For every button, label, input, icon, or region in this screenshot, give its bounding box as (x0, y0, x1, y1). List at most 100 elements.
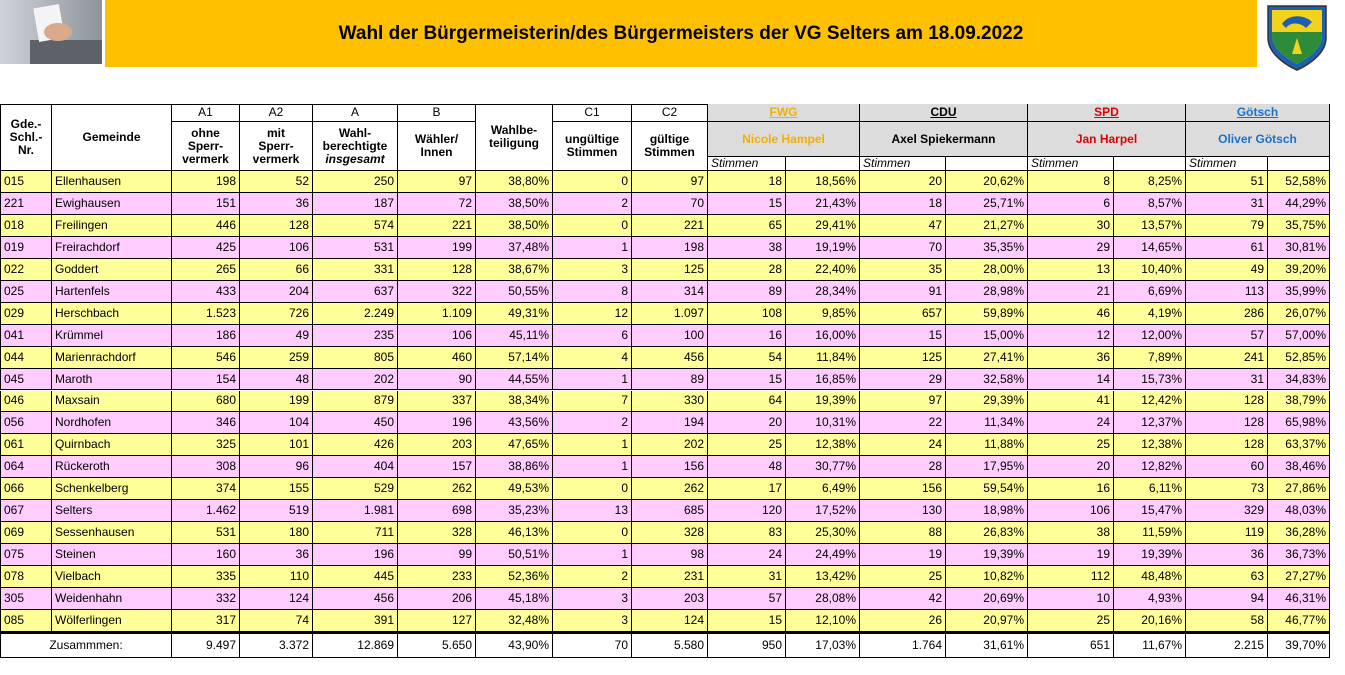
header-text: Sperr- (187, 138, 224, 153)
party-name: Götsch (1186, 104, 1330, 122)
table-cell: 52,36% (476, 566, 553, 589)
table-cell: 12,38% (1114, 434, 1186, 457)
cell-text: 6 (1103, 195, 1110, 210)
cell-text: 125 (683, 261, 704, 276)
table-cell: 16 (708, 324, 786, 347)
cell-text: 42 (928, 591, 942, 606)
cell-text: 1 (621, 437, 628, 452)
table-cell: 156 (632, 456, 708, 479)
cell-text: 36,73% (1285, 547, 1326, 562)
cell-text: 89 (690, 371, 704, 386)
cell-text: 47 (928, 217, 942, 232)
table-cell: 28 (860, 456, 946, 479)
cell-text: 25 (1096, 612, 1110, 627)
cell-text: 21,27% (983, 217, 1024, 232)
table-cell: 52,85% (1268, 346, 1330, 369)
table-cell: 426 (313, 434, 398, 457)
header-text: Sperr- (258, 138, 294, 153)
cell-text: 29,39% (983, 393, 1024, 408)
cell-text: 28 (768, 261, 782, 276)
cell-text: 4 (621, 349, 628, 364)
table-cell: Weidenhahn (52, 588, 172, 610)
table-cell: 47,65% (476, 434, 553, 457)
table-cell: 31 (708, 566, 786, 589)
cell-text: 25 (1096, 437, 1110, 452)
table-cell: 11,88% (946, 434, 1028, 457)
table-cell: Herschbach (52, 302, 172, 325)
table-cell: 49 (1186, 258, 1268, 281)
cell-text: 241 (1243, 349, 1264, 364)
table-cell: 075 (0, 544, 52, 567)
total-cell: 39,70% (1268, 631, 1330, 658)
cell-text: 57,00% (1285, 327, 1326, 342)
cell-text: 63 (1250, 569, 1264, 584)
header-text: Gde.- (10, 116, 42, 131)
cell-text: 10 (1096, 591, 1110, 606)
cell-text: 38,86% (508, 459, 549, 474)
table-cell: 101 (240, 434, 313, 457)
cell-text: 308 (215, 459, 236, 474)
header-text: mit (267, 125, 285, 140)
cell-text: 11,88% (984, 437, 1024, 452)
party-name-text: FWG (769, 105, 798, 119)
column-label: ungültige Stimmen (553, 122, 632, 171)
cell-text: 879 (373, 393, 394, 408)
header-text: Schl.- (9, 129, 43, 144)
cell-text: 28,08% (815, 591, 856, 606)
cell-text: 15 (768, 195, 782, 210)
cell-text: 18,98% (983, 503, 1024, 518)
table-cell: 2 (553, 192, 632, 215)
cell-text: 6,11% (1148, 481, 1182, 496)
cell-text: Wölferlingen (55, 612, 122, 627)
cell-text: 113 (1244, 283, 1264, 298)
table-cell: 328 (398, 522, 476, 545)
table-cell: 39,20% (1268, 258, 1330, 281)
table-cell: 28,08% (786, 588, 860, 610)
column-code: A2 (240, 104, 313, 122)
cell-text: 045 (4, 371, 25, 386)
table-cell: 113 (1186, 280, 1268, 303)
table-cell: 90 (398, 368, 476, 391)
cell-text: 156 (921, 481, 942, 496)
table-cell: 25,30% (786, 522, 860, 545)
cell-text: 20 (928, 173, 942, 188)
cell-text: 79 (1250, 217, 1264, 232)
cell-text: 404 (373, 459, 394, 474)
total-cell: 43,90% (476, 631, 553, 658)
cell-text: 49 (1250, 261, 1264, 276)
cell-text: 30,77% (815, 459, 856, 474)
sub-header: Stimmen (1028, 157, 1114, 171)
column-label: gültige Stimmen (632, 122, 708, 171)
cell-text: 22,40% (815, 261, 856, 276)
party-name-text: CDU (930, 105, 957, 119)
cell-text: 8 (621, 283, 628, 298)
total-cell: 31,61% (946, 631, 1028, 658)
table-cell: 206 (398, 588, 476, 610)
cell-text: 98 (690, 547, 704, 562)
cell-text: 198 (215, 173, 236, 188)
cell-text: 120 (761, 503, 782, 518)
table-cell: 108 (708, 302, 786, 325)
table-cell: Goddert (52, 258, 172, 281)
cell-text: 58 (1250, 612, 1264, 627)
table-cell: 7 (553, 390, 632, 413)
table-cell: 151 (172, 192, 240, 215)
candidate: Nicole Hampel (708, 122, 860, 157)
table-cell: Hartenfels (52, 280, 172, 303)
total-cell: 950 (708, 631, 786, 658)
cell-text: 32,58% (983, 371, 1024, 386)
cell-text: 11,59% (1142, 525, 1182, 540)
cell-text: 59,54% (983, 481, 1024, 496)
table-cell: 12,42% (1114, 390, 1186, 413)
table-cell: 3 (553, 610, 632, 632)
cell-text: 11,67% (1142, 637, 1182, 652)
cell-text: 6,69% (1147, 283, 1182, 298)
table-cell: 330 (632, 390, 708, 413)
table-cell: 36 (1028, 346, 1114, 369)
cell-text: 19,19% (815, 239, 856, 254)
table-cell: 29,41% (786, 214, 860, 237)
cell-text: 056 (4, 415, 25, 430)
cell-text: 30,81% (1285, 239, 1326, 254)
table-cell: 97 (398, 171, 476, 193)
table-cell: 156 (860, 478, 946, 501)
